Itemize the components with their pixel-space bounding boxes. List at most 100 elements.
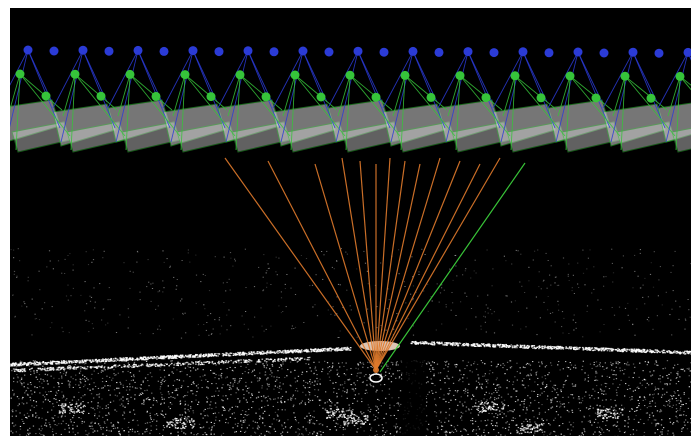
ground-point: [187, 415, 189, 417]
road-edge-point: [55, 363, 58, 365]
road-edge-point: [570, 348, 572, 350]
ground-point: [345, 374, 347, 376]
ground-point: [541, 418, 543, 420]
ground-point: [79, 387, 81, 389]
ground-point: [74, 434, 76, 436]
ground-point: [540, 423, 543, 425]
ground-point: [554, 431, 556, 433]
ground-point: [412, 276, 414, 278]
ground-point: [597, 415, 599, 418]
ground-point: [130, 396, 132, 398]
road-edge-point: [519, 344, 522, 346]
ground-point: [519, 372, 521, 374]
ground-point: [432, 383, 434, 385]
ground-point: [245, 381, 247, 383]
road-edge-point: [416, 342, 418, 345]
ground-point: [589, 249, 591, 251]
ground-point: [600, 411, 602, 413]
ground-point: [229, 385, 231, 387]
ground-point: [152, 333, 154, 335]
ground-point: [465, 328, 467, 330]
ground-point: [33, 370, 35, 372]
ground-point: [336, 374, 338, 376]
ground-point: [251, 393, 253, 395]
ground-point: [374, 435, 376, 436]
ground-point: [652, 415, 655, 417]
ground-point: [305, 394, 307, 396]
ground-point: [140, 384, 142, 386]
road-edge-point: [530, 345, 533, 347]
road-edge-point: [638, 348, 640, 351]
ground-point: [344, 416, 346, 419]
ground-point: [102, 416, 104, 418]
ground-point: [627, 302, 629, 304]
ground-point: [13, 425, 15, 427]
ground-point: [276, 274, 278, 276]
ground-point: [184, 433, 187, 435]
ground-point: [119, 432, 121, 434]
ground-point: [589, 363, 592, 365]
ground-point: [493, 383, 495, 385]
ground-point: [418, 271, 420, 273]
ground-point: [119, 434, 121, 436]
ground-point: [92, 259, 95, 261]
ground-point: [290, 398, 292, 400]
ground-point: [190, 407, 192, 409]
ground-point: [369, 411, 371, 413]
ground-point: [230, 388, 232, 390]
ground-point: [399, 428, 401, 430]
ground-point: [345, 423, 347, 425]
ground-point: [477, 381, 480, 383]
ground-point: [57, 260, 60, 262]
ground-point: [575, 327, 577, 329]
road-edge-point: [327, 350, 329, 352]
ground-point: [53, 420, 55, 422]
ground-point: [75, 403, 78, 405]
road-edge-point: [292, 350, 295, 352]
ground-point: [88, 331, 90, 333]
ground-point: [361, 413, 363, 415]
ground-point: [354, 420, 356, 422]
road-edge-point: [568, 346, 571, 348]
ground-point: [439, 292, 442, 294]
ground-point: [247, 363, 249, 365]
ground-point: [295, 431, 297, 433]
ground-point: [604, 409, 606, 411]
road-edge-point: [565, 346, 567, 348]
ground-point: [29, 432, 31, 434]
road-edge-point: [258, 352, 261, 354]
ground-point: [282, 361, 284, 363]
ground-point: [623, 407, 625, 409]
road-edge-point: [142, 357, 145, 359]
ground-point: [519, 427, 522, 430]
ground-point: [612, 383, 614, 385]
ground-point: [271, 364, 273, 366]
3d-viewport[interactable]: [10, 8, 691, 436]
ground-point: [315, 434, 318, 436]
ground-point: [634, 389, 636, 391]
ground-point: [314, 380, 316, 382]
ground-point: [512, 384, 514, 386]
ground-point: [130, 380, 132, 382]
ground-point: [615, 425, 617, 427]
ground-point: [616, 412, 619, 414]
road-edge-point: [413, 342, 416, 345]
ground-point: [644, 277, 646, 279]
ground-point: [179, 401, 181, 403]
ground-point: [520, 328, 522, 330]
ground-point: [601, 429, 603, 431]
ground-point: [430, 370, 432, 372]
road-edge-point: [125, 359, 128, 362]
ground-point: [481, 412, 483, 414]
road-edge-point: [248, 353, 251, 355]
ground-point: [316, 420, 318, 422]
road-edge-point: [36, 361, 39, 364]
ground-point: [213, 433, 215, 435]
ground-point: [482, 410, 484, 412]
ground-point: [557, 300, 559, 302]
ground-point: [88, 432, 90, 434]
ground-point: [565, 361, 567, 363]
ground-point: [351, 413, 353, 415]
ground-point: [679, 409, 681, 411]
ground-point: [51, 409, 53, 411]
